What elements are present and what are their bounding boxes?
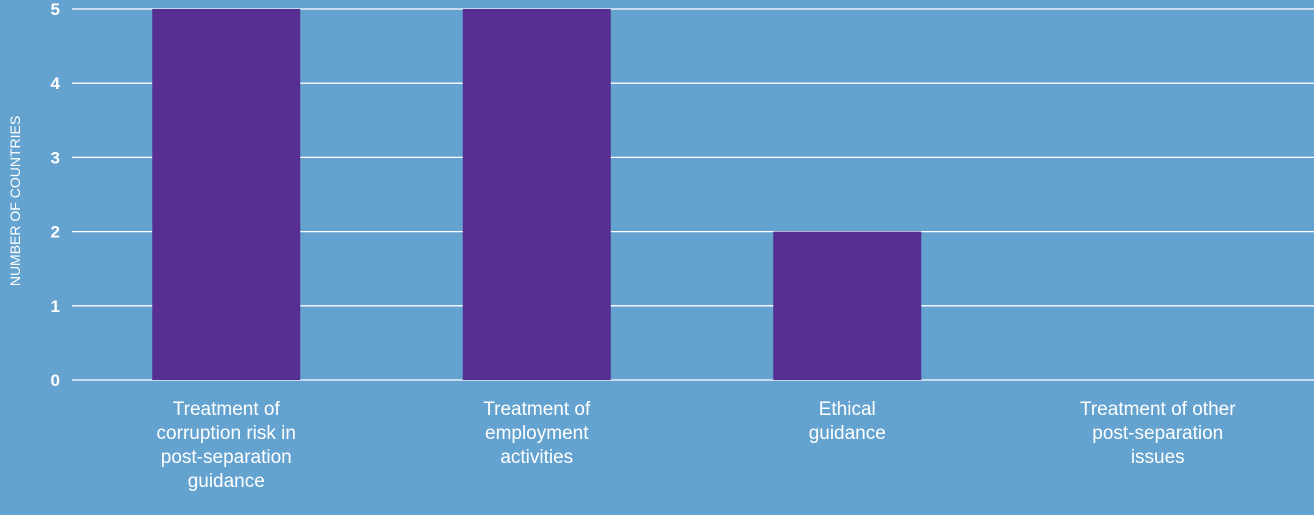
x-category-label: Treatment of employment activities [483, 399, 591, 468]
x-category-label: Ethical guidance [809, 399, 886, 444]
x-category-label-line: activities [500, 447, 573, 468]
x-category-label-line: Treatment of other [1080, 399, 1236, 420]
x-category-label-line: Ethical [819, 399, 876, 420]
x-category-label-line: corruption risk in [157, 423, 296, 444]
x-category-label-line: post-separation [1092, 423, 1223, 444]
x-category-label: Treatment of corruption risk in post-separ… [157, 399, 296, 492]
y-tick-label: 2 [51, 223, 60, 242]
x-category-label-line: Treatment of [483, 399, 591, 420]
x-category-labels: Treatment of corruption risk in post-separ… [157, 399, 1237, 492]
x-category-label-line: issues [1131, 447, 1185, 468]
x-category-label-line: guidance [188, 471, 265, 492]
bars [152, 9, 922, 380]
bar [462, 9, 611, 380]
y-tick-label: 3 [51, 148, 60, 167]
x-category-label-line: post-separation [161, 447, 292, 468]
y-tick-label: 4 [51, 74, 61, 93]
x-category-label-line: employment [485, 423, 589, 444]
bar [773, 231, 922, 380]
x-category-label-line: guidance [809, 423, 886, 444]
y-tick-label: 5 [51, 0, 60, 19]
x-category-label: Treatment of other post-separation issues [1080, 399, 1236, 468]
y-axis-label: NUMBER OF COUNTRIES [7, 116, 23, 286]
y-tick-label: 0 [51, 371, 60, 390]
bar [152, 9, 301, 380]
x-category-label-line: Treatment of [173, 399, 281, 420]
y-tick-labels: 0 1 2 3 4 5 [51, 0, 61, 390]
y-tick-label: 1 [51, 297, 60, 316]
